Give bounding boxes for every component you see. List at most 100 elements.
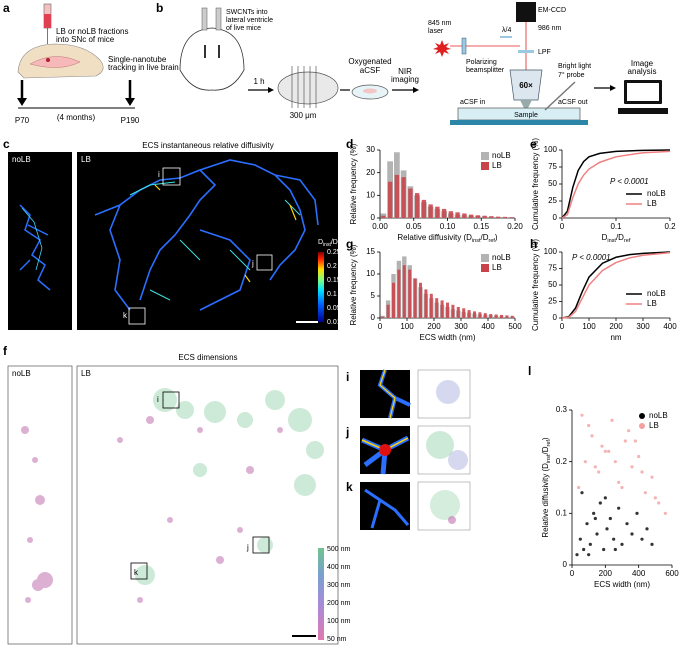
label-part: D bbox=[602, 233, 608, 242]
x-tick-label: 0.10 bbox=[440, 222, 456, 231]
x-tick-label: 0.05 bbox=[406, 222, 422, 231]
objective-tip bbox=[520, 100, 532, 108]
legend-label: noLB bbox=[647, 189, 666, 198]
panel-letter: l bbox=[528, 364, 531, 378]
syringe bbox=[201, 7, 208, 31]
panel-letter: a bbox=[3, 1, 10, 15]
label-part: ECS width (nm) bbox=[594, 580, 650, 589]
colorbar-title: Dinst/Dref bbox=[318, 239, 344, 248]
point bbox=[577, 485, 581, 490]
bar bbox=[381, 215, 386, 218]
arrow-head bbox=[610, 85, 616, 91]
legend-swatch bbox=[481, 152, 489, 160]
label: λ/4 bbox=[502, 27, 511, 34]
bar bbox=[495, 216, 501, 218]
bar bbox=[446, 302, 449, 318]
legend-label: noLB bbox=[492, 151, 511, 160]
label-part: ref bbox=[624, 238, 631, 244]
arrow-head bbox=[125, 98, 135, 106]
x-tick-label: 0 bbox=[560, 222, 565, 231]
x-tick-label: 0.2 bbox=[664, 222, 676, 231]
axis-label: nm bbox=[610, 333, 621, 342]
point bbox=[592, 511, 596, 515]
point bbox=[587, 423, 591, 428]
label-part: ) bbox=[495, 233, 498, 242]
label-part: /D bbox=[481, 233, 489, 242]
syringe-fluid bbox=[44, 14, 51, 28]
panel-b: SWCNTs into lateral ventricle of live mi… bbox=[179, 2, 668, 125]
y-tick-label: 0 bbox=[553, 213, 558, 222]
label: noLB bbox=[12, 155, 31, 164]
axis-label: ECS width (nm) bbox=[419, 333, 475, 342]
point bbox=[602, 547, 606, 552]
point bbox=[653, 496, 657, 500]
label: k bbox=[123, 311, 128, 320]
bar bbox=[408, 269, 412, 318]
label: 986 nm bbox=[538, 25, 562, 32]
panel-letters: a b c d e f g h i j k l bbox=[3, 1, 537, 494]
arrow-head bbox=[17, 98, 27, 106]
point bbox=[650, 475, 654, 479]
x-tick-label: 300 bbox=[636, 322, 650, 331]
label: laser bbox=[428, 28, 444, 35]
inset-image bbox=[417, 481, 471, 531]
y-tick-label: 15 bbox=[366, 247, 375, 256]
camera bbox=[516, 2, 536, 22]
axis-label: ECS width (nm) bbox=[594, 580, 650, 589]
line bbox=[561, 251, 671, 319]
point bbox=[625, 522, 629, 526]
x-tick-label: 600 bbox=[665, 569, 679, 578]
line bbox=[561, 251, 671, 319]
point bbox=[605, 527, 609, 531]
panel-letter: c bbox=[3, 137, 10, 151]
label: 300 μm bbox=[290, 111, 317, 120]
label: i bbox=[158, 170, 160, 179]
label: LB bbox=[81, 155, 91, 164]
bar bbox=[473, 311, 476, 318]
bar bbox=[424, 289, 428, 318]
point bbox=[580, 491, 584, 495]
label: 7° probe bbox=[558, 71, 585, 79]
y-tick-label: 10 bbox=[366, 190, 375, 199]
bar bbox=[401, 177, 406, 218]
point bbox=[637, 454, 641, 459]
label-part: Relative diffusivity (D bbox=[397, 233, 472, 242]
legend-label: LB bbox=[647, 199, 657, 208]
inset-box bbox=[162, 391, 180, 409]
colorbar bbox=[318, 252, 324, 322]
y-tick-label: 0 bbox=[371, 213, 376, 222]
y-tick-label: 20 bbox=[366, 168, 375, 177]
label: 1 h bbox=[253, 77, 264, 86]
label: i bbox=[157, 395, 159, 404]
label-part: inst bbox=[607, 238, 616, 244]
point bbox=[595, 532, 599, 536]
slice bbox=[363, 88, 377, 94]
label-part: Relative frequency (%) bbox=[349, 244, 358, 325]
trace bbox=[19, 204, 51, 291]
y-tick-label: 25 bbox=[548, 196, 557, 205]
x-tick-label: 0.00 bbox=[372, 222, 388, 231]
bar bbox=[413, 278, 417, 318]
label: P70 bbox=[15, 116, 30, 125]
bar bbox=[500, 314, 503, 318]
bar bbox=[489, 314, 493, 318]
blob bbox=[426, 431, 454, 459]
point bbox=[613, 547, 617, 552]
bar bbox=[402, 265, 406, 318]
panel-letter: j bbox=[345, 425, 349, 439]
beamsplitter bbox=[461, 37, 467, 55]
point bbox=[603, 496, 607, 500]
x-tick-label: 300 bbox=[454, 322, 468, 331]
label-part: Cumulative frequency (%) bbox=[531, 138, 540, 230]
label-part: ref bbox=[489, 238, 496, 244]
point bbox=[613, 460, 617, 464]
y-tick-label: 100 bbox=[544, 145, 558, 154]
panel-title: ECS instantaneous relative diffusivity bbox=[142, 141, 273, 150]
panel-letter: b bbox=[156, 1, 163, 15]
insets bbox=[360, 369, 471, 531]
legend-swatch bbox=[639, 413, 645, 419]
blob bbox=[430, 490, 460, 520]
label: NIR bbox=[398, 67, 412, 76]
point bbox=[600, 444, 604, 448]
bar bbox=[387, 181, 393, 218]
